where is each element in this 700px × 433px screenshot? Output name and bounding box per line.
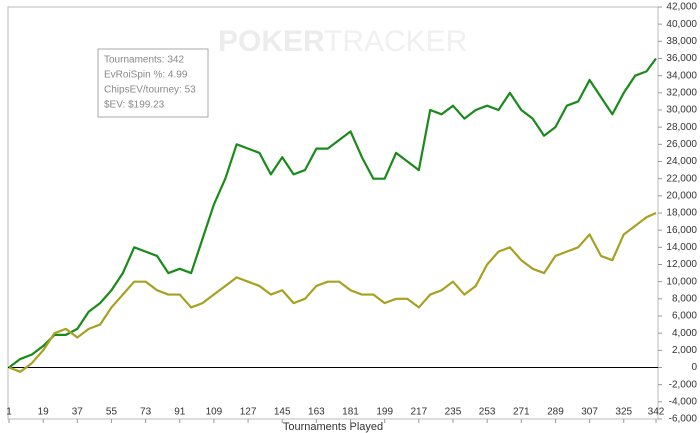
y-tick-label: 10,000 [666, 276, 697, 287]
tooltip-line: $EV: $199.23 [104, 100, 165, 111]
x-tick-label: 163 [308, 407, 325, 418]
x-tick-label: 199 [376, 407, 393, 418]
series-line [8, 211, 657, 373]
y-tick-label: 26,000 [666, 139, 697, 150]
x-tick-label: 37 [72, 407, 84, 418]
x-tick-label: 19 [38, 407, 50, 418]
y-tick-label: 32,000 [666, 87, 697, 98]
y-tick-label: 22,000 [666, 173, 697, 184]
x-tick-label: 253 [479, 407, 496, 418]
tooltip-line: Tournaments: 342 [104, 55, 184, 66]
watermark: POKER [218, 25, 325, 58]
tooltip-line: ChipsEV/tourney: 53 [104, 85, 196, 96]
tooltip: Tournaments: 342 EvRoiSpin %: 4.99 Chips… [97, 48, 209, 118]
y-tick-label: 40,000 [666, 19, 697, 30]
y-tick-label: 36,000 [666, 53, 697, 64]
x-tick-label: 127 [240, 407, 257, 418]
y-tick-label: 18,000 [666, 208, 697, 219]
y-tick-label: 24,000 [666, 156, 697, 167]
y-tick-label: 38,000 [666, 36, 697, 47]
y-tick-label: 28,000 [666, 122, 697, 133]
y-tick-label: 20,000 [666, 190, 697, 201]
y-tick-label: 4,000 [672, 328, 697, 339]
y-tick-label: 34,000 [666, 70, 697, 81]
x-tick-label: 145 [274, 407, 291, 418]
y-tick-label: -6,000 [669, 414, 698, 425]
y-tick-label: 14,000 [666, 242, 697, 253]
y-tick-label: 6,000 [672, 311, 697, 322]
y-tick-label: 2,000 [672, 345, 697, 356]
x-tick-label: 217 [410, 407, 427, 418]
x-tick-label: 307 [581, 407, 598, 418]
y-tick-label: 16,000 [666, 225, 697, 236]
y-tick-label: 0 [691, 362, 697, 373]
y-tick-label: 30,000 [666, 105, 697, 116]
x-tick-label: 55 [106, 407, 118, 418]
y-tick-label: 42,000 [666, 2, 697, 13]
x-tick-label: 235 [445, 407, 462, 418]
x-axis-label: Tournaments Played [283, 421, 383, 433]
x-tick-label: 91 [174, 407, 186, 418]
x-tick-label: 271 [513, 407, 530, 418]
y-tick-label: -2,000 [669, 379, 698, 390]
watermark: TRACKER [324, 25, 467, 58]
y-tick-label: 12,000 [666, 259, 697, 270]
x-tick-label: 181 [342, 407, 359, 418]
series-line [8, 57, 657, 369]
x-tick-label: 289 [547, 407, 564, 418]
x-tick-label: 73 [140, 407, 152, 418]
y-tick-label: 8,000 [672, 293, 697, 304]
tooltip-line: EvRoiSpin %: 4.99 [104, 70, 188, 81]
tooltip-box [97, 48, 209, 118]
x-tick-label: 1 [6, 407, 12, 418]
x-tick-label: 342 [648, 407, 665, 418]
x-tick-label: 325 [615, 407, 632, 418]
y-tick-label: -4,000 [669, 396, 698, 407]
x-tick-label: 109 [206, 407, 223, 418]
